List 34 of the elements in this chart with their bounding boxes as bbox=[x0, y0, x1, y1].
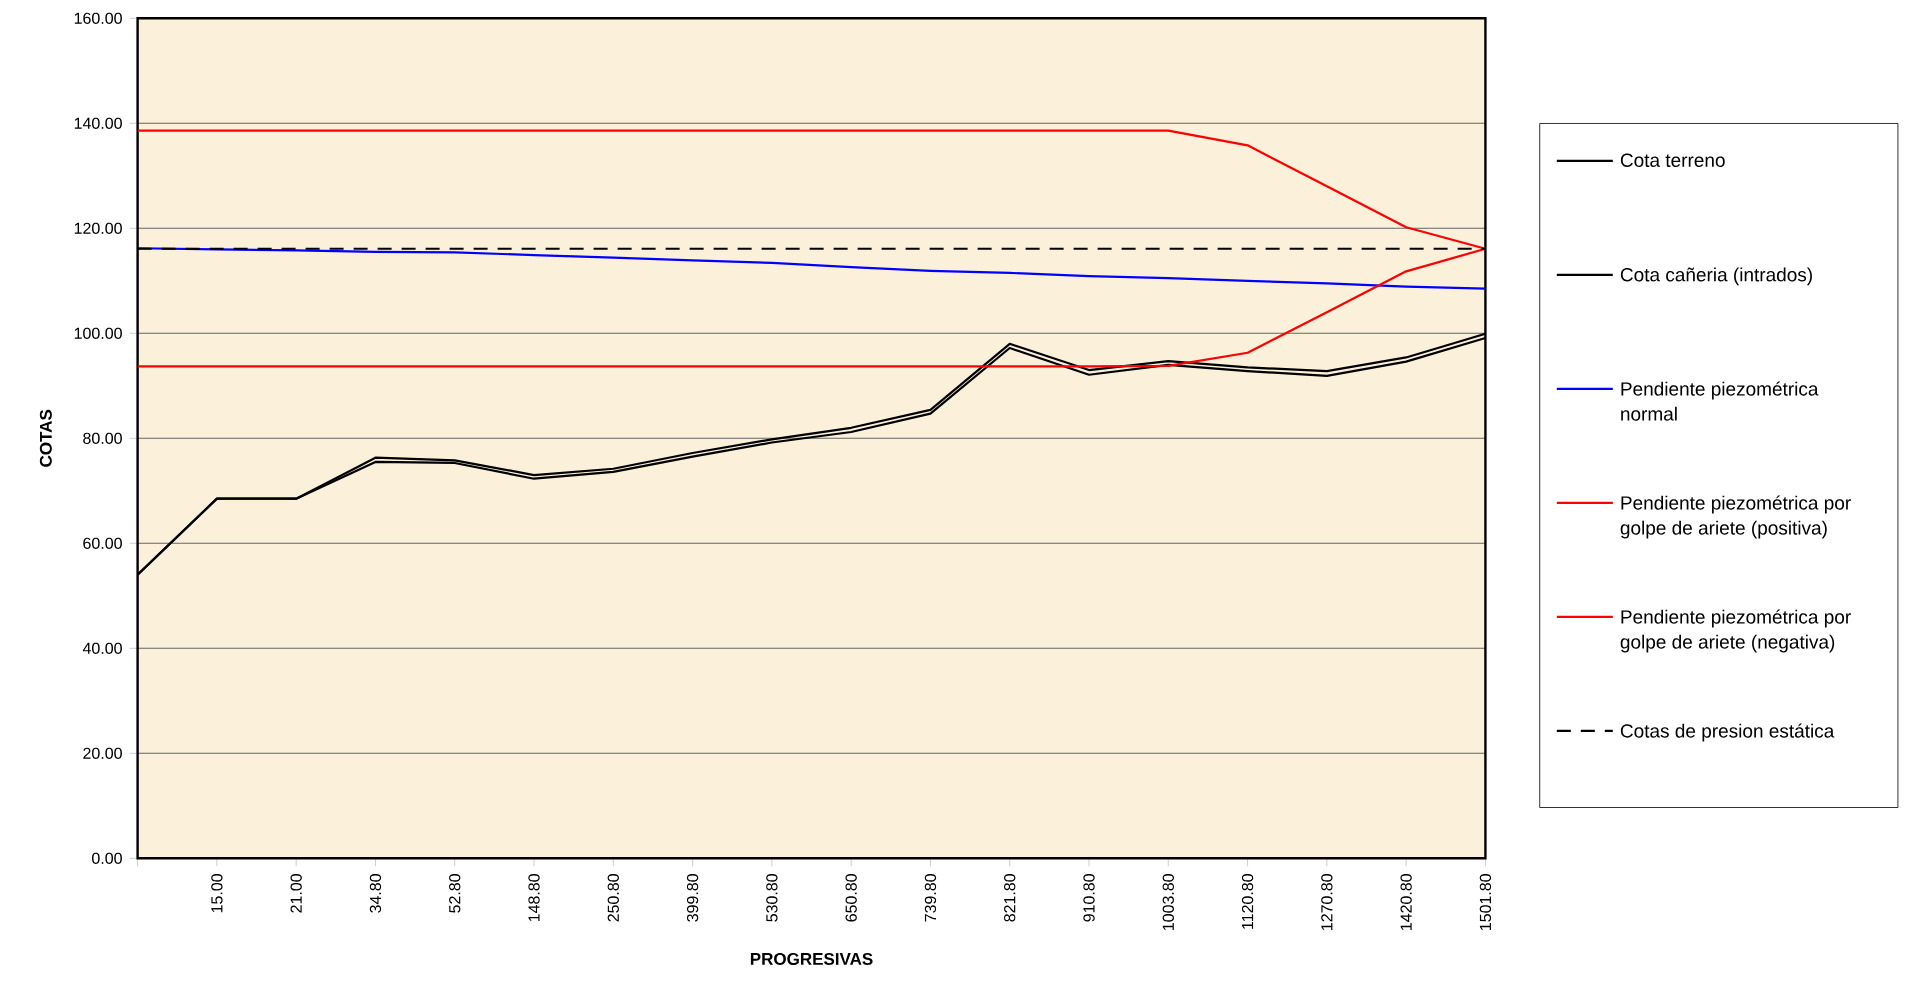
legend-label: Cotas de presion estática bbox=[1620, 723, 1835, 742]
y-tick-label: 160.00 bbox=[74, 12, 122, 24]
x-tick-label: 650.80 bbox=[845, 873, 857, 922]
legend-label: Pendiente piezométrica por golpe de ariete (positiva) bbox=[1620, 495, 1851, 539]
x-axis-title: PROGRESIVAS bbox=[750, 952, 873, 965]
x-tick-label: 821.80 bbox=[1004, 873, 1016, 922]
legend-label: Cota cañeria (intrados) bbox=[1620, 267, 1812, 286]
x-tick-label: 34.80 bbox=[369, 873, 382, 913]
x-tick-label: 52.80 bbox=[449, 873, 461, 913]
x-tick-label: 21.00 bbox=[290, 873, 302, 913]
y-tick-label: 20.00 bbox=[83, 747, 122, 759]
x-tick-label: 910.80 bbox=[1083, 873, 1095, 922]
x-tick-label: 1270.80 bbox=[1321, 873, 1333, 930]
legend-label: Pendiente piezométrica por golpe de ariete (negativa) bbox=[1620, 609, 1851, 653]
x-tick-label: 399.80 bbox=[686, 873, 699, 922]
x-tick-label: 15.00 bbox=[211, 873, 223, 913]
x-tick-label: 530.80 bbox=[766, 873, 778, 922]
legend-label: Cota terreno bbox=[1620, 153, 1725, 167]
y-tick-label: 40.00 bbox=[82, 642, 122, 654]
x-tick-label: 148.80 bbox=[528, 873, 540, 922]
y-tick-label: 60.00 bbox=[83, 537, 122, 549]
x-tick-label: 739.80 bbox=[924, 873, 937, 922]
x-tick-label: 1003.80 bbox=[1162, 873, 1174, 930]
x-tick-label: 1420.80 bbox=[1400, 873, 1412, 930]
x-tick-label: 1501.80 bbox=[1479, 873, 1492, 930]
y-tick-label: 100.00 bbox=[74, 327, 122, 339]
y-axis-title: COTAS bbox=[39, 409, 52, 467]
y-tick-label: 0.00 bbox=[92, 852, 122, 864]
legend-label: Pendiente piezométrica normal bbox=[1621, 381, 1819, 421]
y-tick-label: 80.00 bbox=[83, 432, 122, 444]
x-tick-label: 250.80 bbox=[607, 873, 619, 922]
y-tick-label: 140.00 bbox=[74, 117, 122, 129]
y-tick-label: 120.00 bbox=[74, 222, 122, 234]
x-tick-label: 1120.80 bbox=[1241, 873, 1254, 929]
